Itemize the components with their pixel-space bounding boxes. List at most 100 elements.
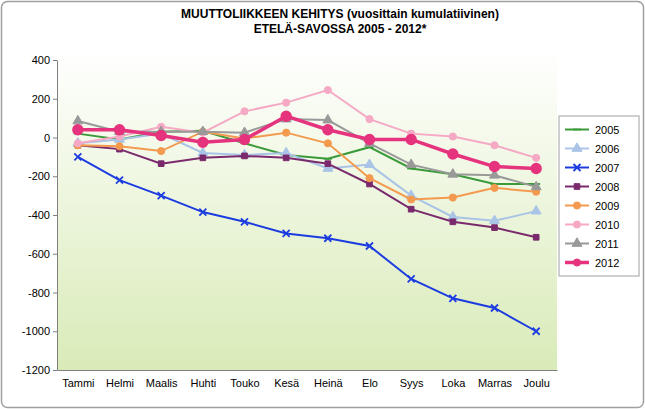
tick-label: Marras [478, 377, 513, 389]
series-line [78, 116, 536, 168]
series-marker [365, 134, 375, 144]
legend-marker [574, 164, 581, 171]
tick-label: -1000 [22, 325, 50, 337]
tick-mark [53, 138, 57, 139]
series-marker [283, 230, 290, 237]
tick-label: Heinä [314, 377, 344, 389]
series-marker [73, 138, 83, 147]
legend-entry: 2011 [565, 238, 619, 250]
x-tick: Heinä [314, 377, 344, 389]
series-marker [406, 159, 416, 168]
x-tick: Loka [441, 377, 466, 389]
series-marker [324, 158, 332, 160]
chart: MUUTTOLIIKKEEN KEHITYS (vuosittain kumul… [0, 0, 645, 409]
series-marker [449, 295, 456, 302]
series-marker [449, 133, 456, 140]
tick-label: Maalis [146, 377, 178, 389]
legend-label: 2007 [595, 162, 619, 174]
legend-marker [573, 129, 581, 131]
series-marker [490, 215, 500, 224]
series-marker [116, 143, 123, 150]
series-marker [531, 205, 541, 214]
series-marker [74, 140, 81, 147]
tick-label: Elo [362, 377, 378, 389]
legend-entry: 2008 [565, 181, 619, 193]
series-group [73, 86, 541, 334]
y-tick: -400 [28, 209, 57, 221]
series-marker [491, 184, 498, 191]
y-tick: -1200 [22, 364, 57, 376]
y-tick: 200 [32, 93, 57, 105]
series-marker [73, 125, 83, 135]
series-marker [198, 126, 208, 135]
legend-label: 2005 [595, 124, 619, 136]
tick-label: Tammi [62, 377, 94, 389]
tick-label: Loka [441, 377, 466, 389]
series-marker [490, 162, 500, 172]
tick-label: Helmi [106, 377, 134, 389]
legend-entry: 2007 [565, 162, 619, 174]
legend-entry: 2012 [565, 257, 619, 269]
series-marker [448, 169, 458, 178]
tick-label: Kesä [274, 377, 300, 389]
tick-label: 400 [32, 54, 50, 66]
series-marker [450, 219, 456, 225]
legend-marker [574, 184, 580, 190]
tick-label: 0 [44, 132, 50, 144]
y-tick: -1000 [22, 325, 57, 337]
series-marker [115, 125, 125, 135]
series-marker [406, 134, 416, 144]
series-marker [158, 192, 165, 199]
series-marker [242, 153, 248, 159]
series-marker [199, 209, 206, 216]
series-marker [324, 86, 331, 93]
tick-mark [53, 254, 57, 255]
tick-mark [53, 331, 57, 332]
x-tick: Elo [362, 377, 378, 389]
series-marker [531, 164, 541, 174]
series-marker [491, 142, 498, 149]
series-marker [408, 206, 414, 212]
x-tick: Huhti [190, 377, 216, 389]
legend-label: 2011 [595, 238, 619, 250]
legend-entry: 2006 [565, 143, 619, 155]
y-tick: -600 [28, 248, 57, 260]
x-tick: Maalis [146, 377, 178, 389]
x-tick: Joulu [524, 377, 550, 389]
legend-marker [573, 202, 580, 209]
tick-label: Huhti [190, 377, 216, 389]
series-marker [323, 125, 333, 135]
tick-label: Touko [230, 377, 259, 389]
legend-marker [573, 259, 580, 266]
series-marker [491, 305, 498, 312]
x-tick: Helmi [106, 377, 134, 389]
plot-background [57, 48, 557, 370]
series-marker [156, 131, 166, 141]
series-marker [492, 225, 498, 231]
series-marker [324, 235, 331, 242]
subtitle: ETELÄ-SAVOSSA 2005 - 2012* [254, 21, 427, 36]
tick-label: -800 [28, 287, 50, 299]
series-marker [408, 275, 415, 282]
series-marker [240, 134, 250, 144]
series-marker [73, 115, 83, 124]
x-tick: Kesä [274, 377, 300, 389]
axis-line [58, 370, 558, 371]
y-tick: 400 [32, 54, 57, 66]
series-marker [241, 218, 248, 225]
series-marker [366, 175, 373, 182]
tick-label: Joulu [524, 377, 550, 389]
legend-entry: 2009 [565, 200, 619, 212]
legend: 2005 2006 2007 2008 2009 2010 2011 2012 [559, 116, 639, 276]
series-marker [158, 147, 165, 154]
series-marker [533, 154, 540, 161]
legend-label: 2010 [595, 219, 619, 231]
series-marker [116, 177, 123, 184]
title: MUUTTOLIIKKEEN KEHITYS (vuosittain kumul… [181, 7, 499, 21]
series-marker [408, 196, 415, 203]
tick-label: -200 [28, 170, 50, 182]
series-marker [324, 140, 331, 147]
legend-box [559, 116, 639, 276]
series-marker [283, 155, 289, 161]
series-marker [241, 108, 248, 115]
